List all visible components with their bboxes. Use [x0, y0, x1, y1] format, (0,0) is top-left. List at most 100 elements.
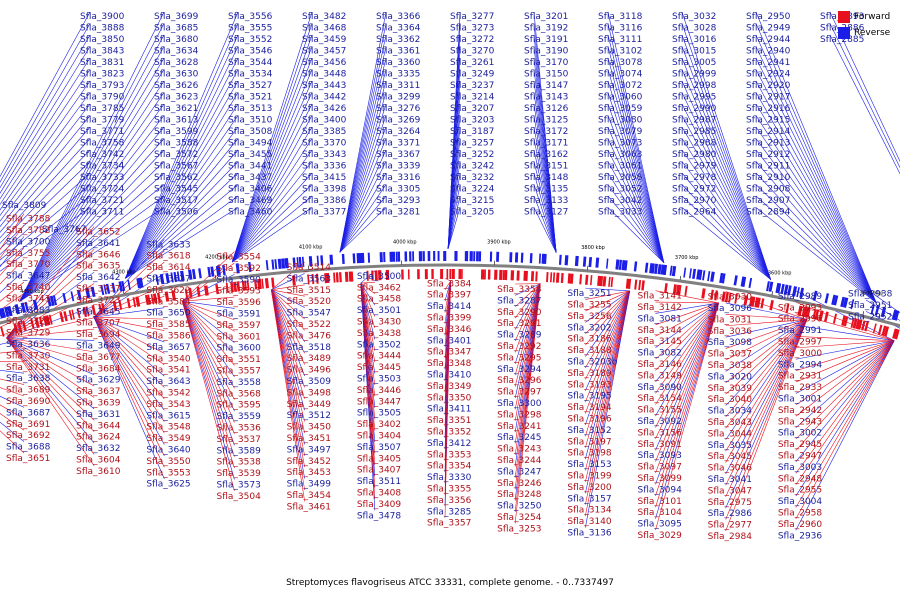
reverse-connector — [125, 103, 239, 279]
reverse-connector — [6, 337, 95, 375]
forward-gene-mark — [164, 291, 170, 302]
forward-connector — [795, 340, 895, 440]
reverse-connector — [19, 23, 165, 302]
forward-gene-mark — [525, 270, 528, 281]
reverse-gene-label: Sfla_3127 — [524, 208, 568, 218]
forward-connector — [6, 337, 95, 455]
reverse-gene-mark — [4, 306, 10, 318]
reverse-connector — [339, 126, 387, 253]
reverse-gene-mark — [748, 277, 753, 289]
forward-connector — [795, 340, 895, 485]
forward-gene-mark — [499, 269, 503, 280]
forward-gene-mark — [446, 269, 449, 280]
reverse-gene-label: Sfla_3102 — [598, 47, 642, 57]
forward-connector — [725, 319, 808, 452]
forward-gene-label: Sfla_3142 — [638, 303, 682, 313]
reverse-gene-mark — [265, 260, 269, 271]
reverse-gene-label: Sfla_3172 — [524, 127, 568, 137]
reverse-connector — [125, 149, 239, 279]
forward-gene-mark — [253, 279, 258, 290]
reverse-connector — [607, 11, 665, 263]
reverse-gene-label: Sfla_3640 — [146, 446, 191, 456]
forward-gene-label: Sfla_3601 — [217, 332, 261, 342]
forward-gene-label: Sfla_2942 — [778, 406, 822, 416]
reverse-gene-label: Sfla_3251 — [567, 289, 611, 299]
forward-connector — [6, 337, 95, 432]
forward-gene-label: Sfla_3384 — [427, 279, 472, 289]
forward-gene-mark — [339, 272, 342, 283]
forward-connector — [585, 290, 631, 448]
reverse-connector — [231, 103, 313, 263]
reverse-gene-label: Sfla_2885 — [820, 35, 864, 45]
forward-gene-label: Sfla_3198 — [567, 449, 612, 459]
forward-gene-mark — [861, 320, 866, 331]
forward-gene-label: Sfla_3644 — [76, 421, 121, 431]
scale-tick — [215, 275, 217, 280]
reverse-gene-label: Sfla_3035 — [708, 441, 752, 451]
reverse-gene-mark — [0, 307, 7, 319]
reverse-gene-label: Sfla_3237 — [450, 81, 494, 91]
reverse-gene-mark — [437, 251, 440, 262]
reverse-gene-label: Sfla_2916 — [746, 104, 791, 114]
reverse-gene-label: Sfla_3687 — [6, 408, 50, 418]
reverse-gene-label: Sfla_3111 — [598, 35, 642, 45]
reverse-gene-label: Sfla_3478 — [357, 511, 402, 521]
forward-gene-label: Sfla_2993 — [778, 303, 822, 313]
forward-gene-mark — [804, 307, 810, 318]
reverse-connector — [755, 11, 877, 304]
forward-gene-label: Sfla_3196 — [567, 415, 612, 425]
reverse-gene-mark — [427, 251, 431, 262]
forward-gene-mark — [634, 279, 638, 290]
forward-gene-label: Sfla_3449 — [287, 400, 332, 410]
forward-gene-label: Sfla_3461 — [287, 502, 331, 512]
reverse-connector — [655, 302, 720, 417]
forward-gene-label: Sfla_3568 — [217, 389, 262, 399]
forward-connector — [6, 226, 95, 339]
forward-gene-label: Sfla_3104 — [638, 508, 683, 518]
genome-backbone — [0, 263, 900, 328]
forward-gene-label: Sfla_3557 — [217, 366, 261, 376]
reverse-gene-label: Sfla_3512 — [287, 411, 331, 421]
forward-gene-label: Sfla_3652 — [76, 227, 120, 237]
reverse-gene-label: Sfla_3005 — [672, 58, 716, 68]
scale-tick-label: 3900 kbp — [487, 240, 511, 246]
reverse-gene-label: Sfla_3505 — [357, 409, 401, 419]
reverse-connector — [125, 115, 239, 279]
forward-gene-mark — [371, 270, 374, 281]
forward-gene-label: Sfla_3348 — [427, 359, 472, 369]
reverse-gene-mark — [478, 251, 482, 262]
reverse-gene-label: Sfla_3299 — [376, 93, 421, 103]
forward-gene-label: Sfla_3692 — [6, 431, 50, 441]
reverse-gene-label: Sfla_3518 — [287, 343, 332, 353]
forward-connector — [444, 280, 451, 290]
forward-gene-label: Sfla_3101 — [638, 497, 682, 507]
forward-gene-label: Sfla_3194 — [567, 403, 612, 413]
reverse-connector — [607, 57, 665, 263]
forward-connector — [795, 313, 895, 342]
forward-connector — [585, 290, 631, 517]
reverse-gene-mark — [296, 257, 299, 268]
reverse-gene-label: Sfla_3643 — [146, 377, 190, 387]
forward-gene-mark — [440, 269, 444, 280]
reverse-gene-label: Sfla_3642 — [76, 273, 120, 283]
forward-connector — [6, 337, 95, 421]
reverse-connector — [0, 236, 25, 268]
reverse-connector — [681, 161, 771, 280]
reverse-gene-mark — [683, 267, 687, 278]
forward-gene-label: Sfla_3000 — [778, 349, 823, 359]
forward-gene-label: Sfla_3099 — [638, 474, 683, 484]
forward-gene-mark — [734, 293, 738, 304]
forward-connector — [585, 290, 631, 369]
forward-gene-mark — [754, 297, 759, 308]
forward-gene-mark — [431, 269, 434, 280]
reverse-connector — [19, 172, 165, 302]
reverse-connector — [19, 161, 165, 302]
reverse-gene-label: Sfla_3494 — [228, 139, 273, 149]
reverse-connector — [533, 172, 557, 253]
reverse-gene-mark — [558, 254, 562, 265]
reverse-connector — [795, 340, 895, 497]
forward-gene-label: Sfla_3243 — [497, 445, 541, 455]
reverse-gene-label: Sfla_2915 — [746, 116, 790, 126]
reverse-gene-mark — [799, 287, 805, 299]
reverse-connector — [231, 126, 313, 263]
